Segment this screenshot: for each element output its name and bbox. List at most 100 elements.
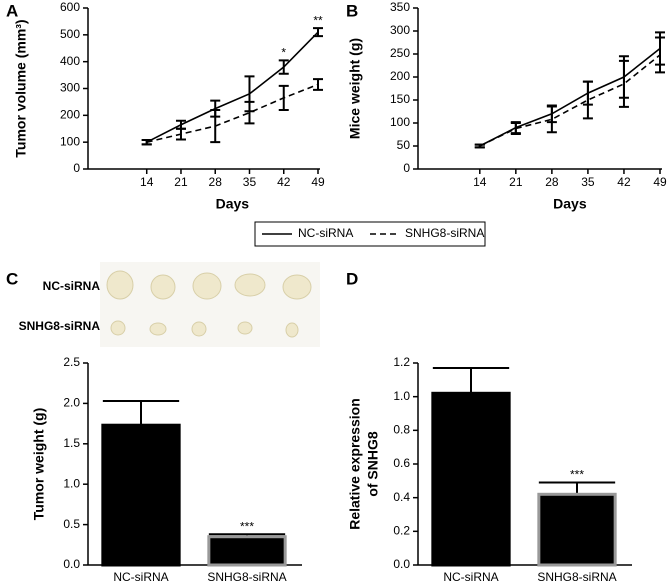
y-axis-label: of SNHG8 <box>365 431 381 497</box>
x-tick-label: 49 <box>653 175 667 189</box>
x-tick-label: SNHG8-siRNA <box>207 570 286 584</box>
y-tick-label: 1.0 <box>63 476 80 490</box>
y-tick-label: 500 <box>60 27 80 41</box>
significance-label: *** <box>570 468 584 482</box>
x-tick-label: 42 <box>617 175 631 189</box>
error-bar <box>538 481 616 495</box>
y-tick-label: 0 <box>73 161 80 175</box>
error-bar <box>210 108 221 144</box>
y-tick-label: 400 <box>60 54 80 68</box>
tumor-photos <box>100 262 320 347</box>
x-axis-label: Days <box>216 196 250 212</box>
y-axis-label: Tumor volume (mm³) <box>13 19 29 157</box>
error-bar <box>655 36 665 74</box>
y-tick-label: 200 <box>60 108 80 122</box>
x-tick-label: SNHG8-siRNA <box>537 570 616 584</box>
x-tick-label: 14 <box>140 175 154 189</box>
error-bar <box>141 139 152 146</box>
error-bar <box>313 78 323 91</box>
tumor <box>237 321 253 335</box>
x-tick-label: 35 <box>243 175 257 189</box>
y-tick-label: 600 <box>60 0 80 14</box>
x-tick-label: 28 <box>545 175 559 189</box>
y-tick-label: 0.0 <box>63 557 80 571</box>
x-tick-label: NC-siRNA <box>443 570 498 584</box>
y-tick-label: 0.0 <box>393 557 410 571</box>
y-tick-label: 0.5 <box>63 517 80 531</box>
y-tick-label: 0.8 <box>393 423 410 437</box>
y-tick-label: 2.0 <box>63 396 80 410</box>
bar <box>101 423 181 567</box>
y-tick-label: 1.0 <box>393 389 410 403</box>
error-bar <box>546 105 557 134</box>
error-bar <box>278 84 289 111</box>
error-bar <box>175 127 186 141</box>
error-bar <box>102 399 180 426</box>
x-axis-label: Days <box>553 196 587 212</box>
tumor <box>282 274 312 300</box>
tumor <box>150 274 176 300</box>
y-axis-label: Relative expression <box>347 398 363 530</box>
x-tick-label: 49 <box>311 175 325 189</box>
x-tick-label: NC-siRNA <box>113 570 168 584</box>
x-tick-label: 21 <box>174 175 188 189</box>
y-tick-label: 1.5 <box>63 436 80 450</box>
panel-label: B <box>346 1 358 20</box>
y-tick-label: 0 <box>403 161 410 175</box>
legend-box <box>254 221 486 247</box>
x-tick-label: 14 <box>473 175 487 189</box>
x-tick-label: 42 <box>277 175 291 189</box>
series-line <box>479 54 661 147</box>
error-bar <box>278 59 289 75</box>
y-tick-label: 200 <box>390 69 410 83</box>
y-axis-label: Tumor weight (g) <box>31 408 47 521</box>
significance-label: * <box>281 45 286 59</box>
y-tick-label: 100 <box>390 115 410 129</box>
y-tick-label: 300 <box>390 23 410 37</box>
y-tick-label: 100 <box>60 134 80 148</box>
image-label: NC-siRNA <box>43 279 101 293</box>
error-bar <box>510 122 521 136</box>
tumor <box>149 322 167 336</box>
tumor <box>192 272 222 300</box>
x-tick-label: 35 <box>581 175 595 189</box>
tumor <box>191 321 207 337</box>
panel-label: D <box>346 269 358 288</box>
legend-label: SNHG8-siRNA <box>405 226 484 240</box>
y-tick-label: 0.2 <box>393 524 410 538</box>
y-tick-label: 2.5 <box>63 355 80 369</box>
bar <box>431 391 511 567</box>
error-bar <box>432 367 510 394</box>
y-tick-label: 50 <box>397 138 411 152</box>
significance-label: *** <box>240 519 254 533</box>
series-line <box>479 47 661 147</box>
series-line <box>146 83 319 143</box>
bar <box>537 492 617 567</box>
y-tick-label: 150 <box>390 92 410 106</box>
y-tick-label: 350 <box>390 0 410 14</box>
tumor <box>285 322 299 338</box>
error-bar <box>618 59 629 108</box>
y-tick-label: 0.6 <box>393 456 410 470</box>
y-tick-label: 300 <box>60 81 80 95</box>
error-bar <box>474 143 485 149</box>
error-bar <box>313 27 323 38</box>
error-bar <box>175 119 186 130</box>
y-tick-label: 0.4 <box>393 490 410 504</box>
tumor <box>106 270 134 300</box>
y-tick-label: 250 <box>390 46 410 60</box>
x-tick-label: 21 <box>509 175 523 189</box>
series-line <box>146 31 319 143</box>
panel-label: C <box>6 269 18 288</box>
error-bar <box>582 80 593 120</box>
y-axis-label: Mice weight (g) <box>347 38 363 139</box>
panel-label: A <box>6 1 18 20</box>
image-label: SNHG8-siRNA <box>19 319 101 333</box>
y-tick-label: 1.2 <box>393 355 410 369</box>
bar <box>207 535 287 567</box>
tumor <box>110 320 126 336</box>
x-tick-label: 28 <box>209 175 223 189</box>
legend-label: NC-siRNA <box>298 226 353 240</box>
tumor <box>234 273 266 297</box>
